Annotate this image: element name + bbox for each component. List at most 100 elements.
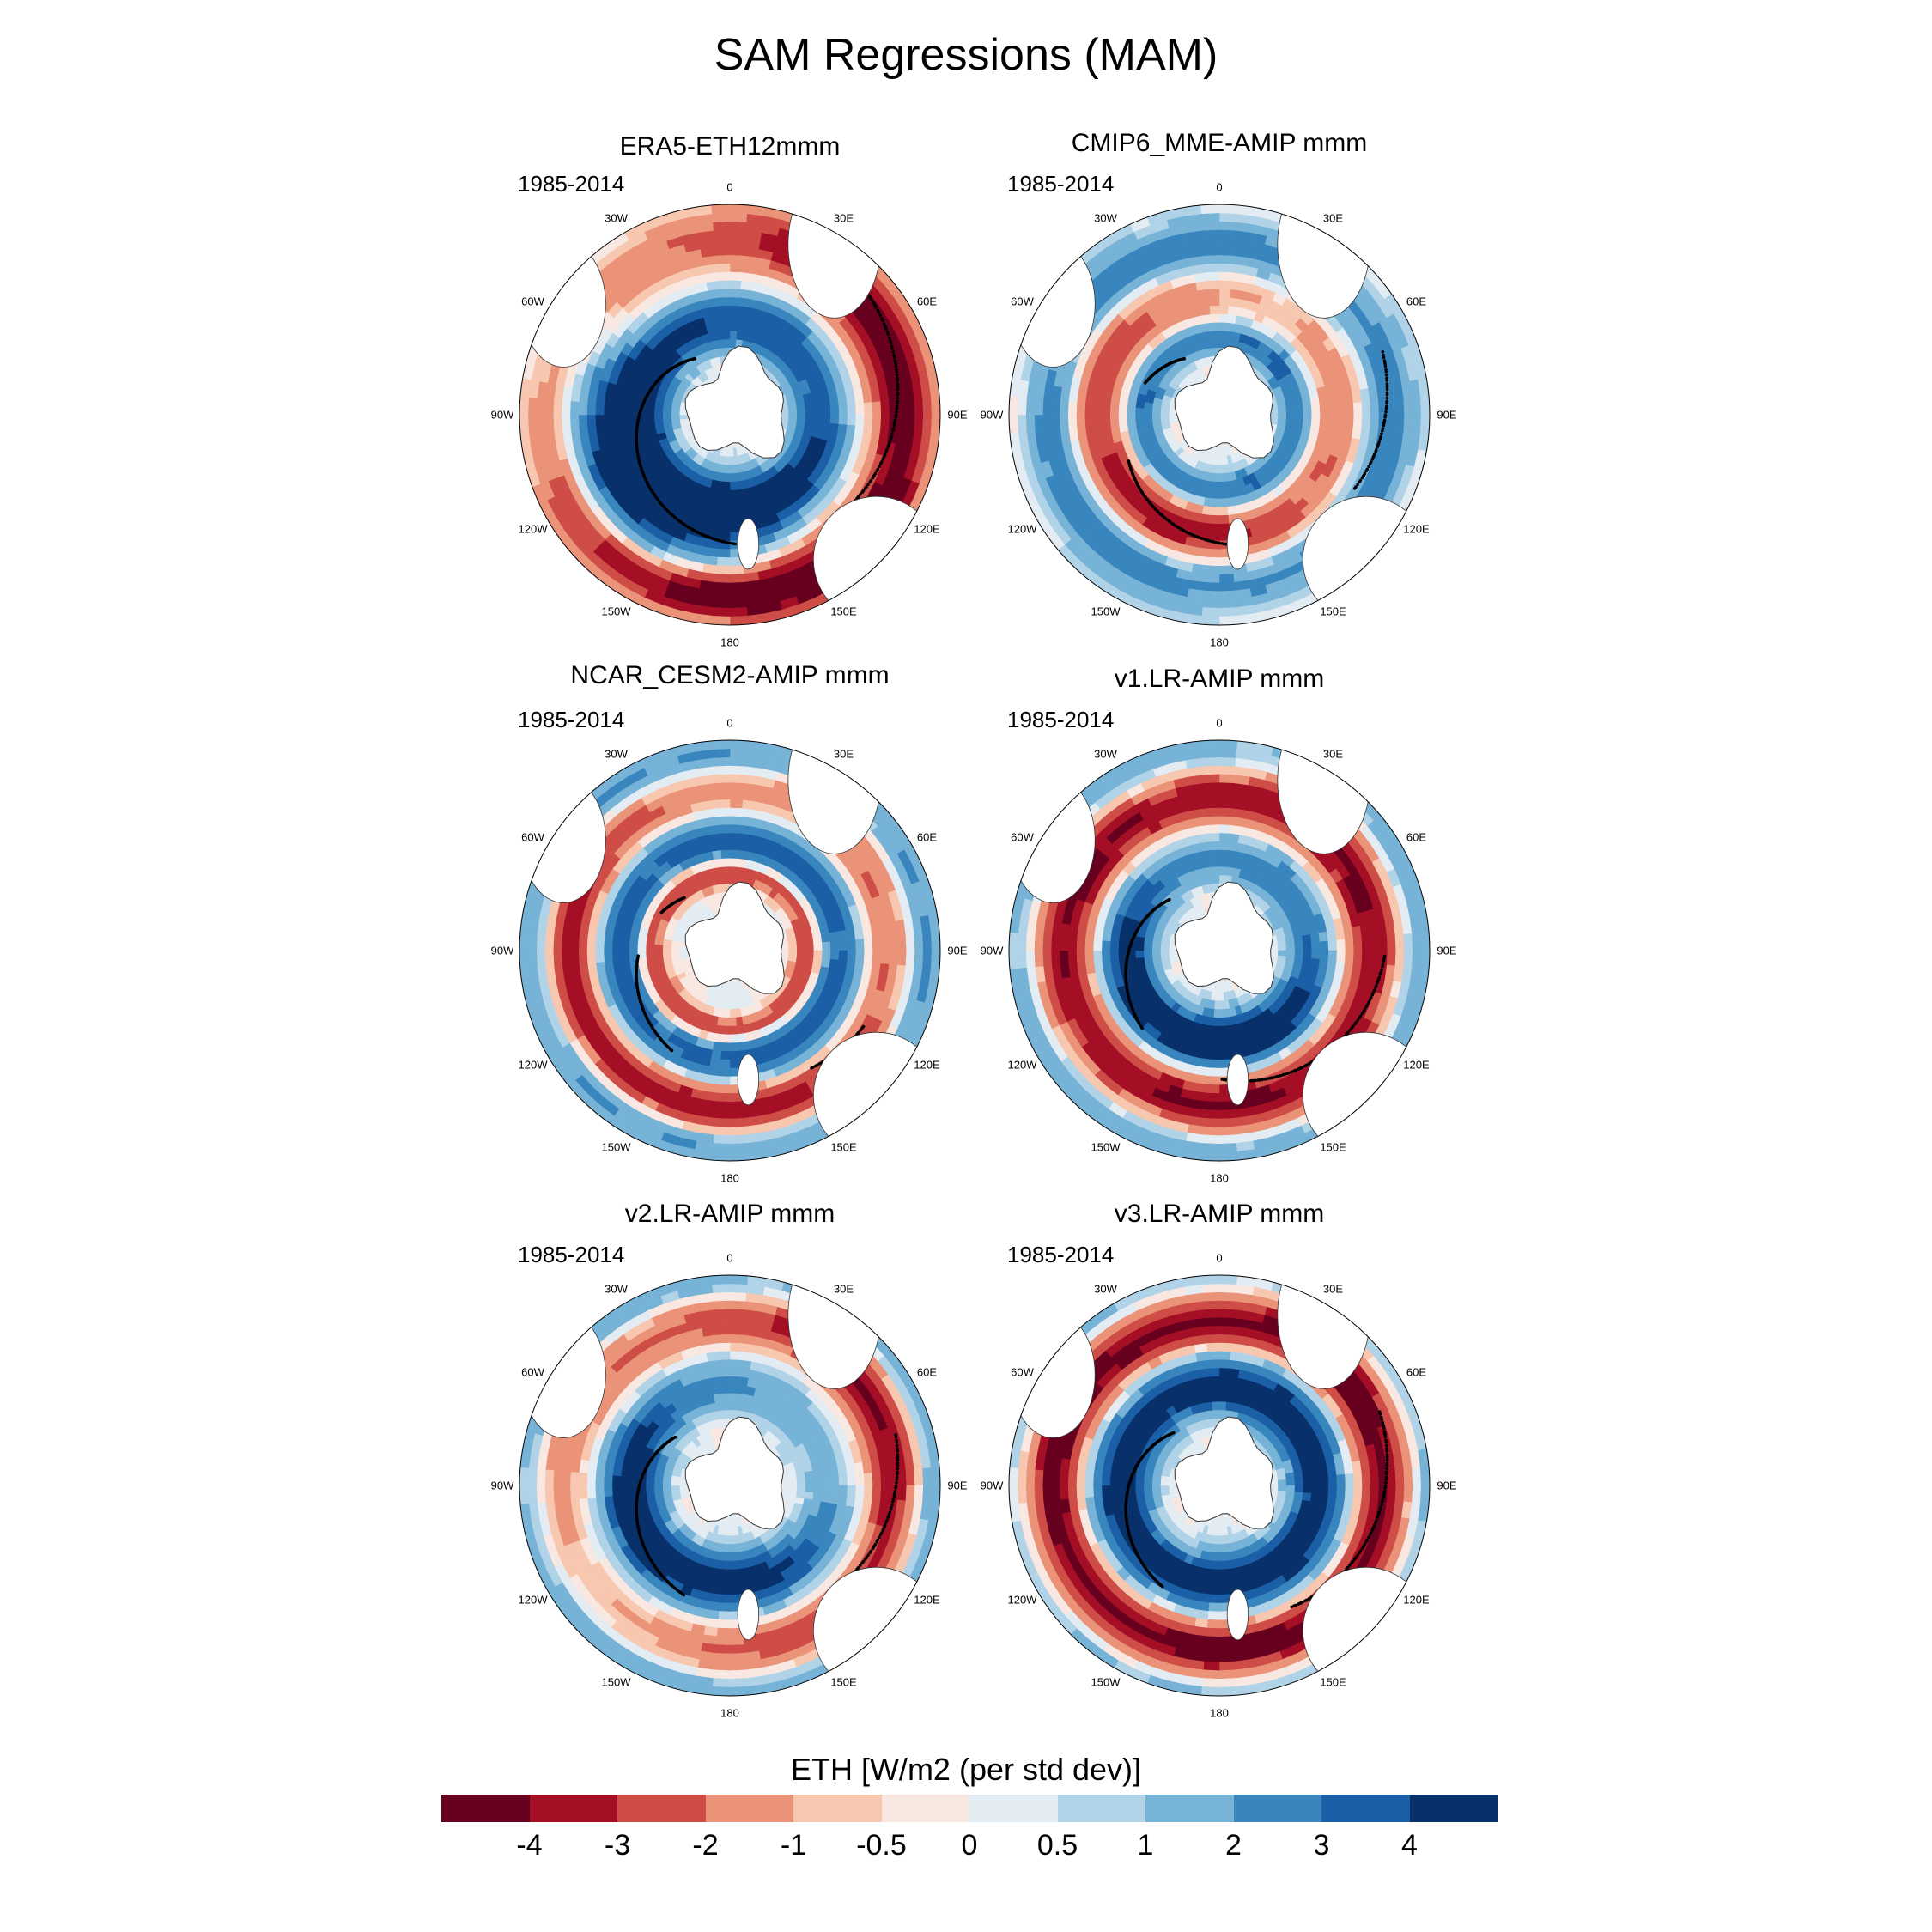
field-cell — [1218, 456, 1224, 466]
field-cell — [722, 874, 731, 884]
field-cell — [717, 548, 731, 558]
longitude-label: 0 — [1216, 180, 1223, 194]
field-cell — [805, 407, 815, 416]
significance-dot — [651, 490, 655, 495]
field-cell — [1135, 421, 1145, 430]
significance-dot — [1382, 418, 1387, 422]
significance-dot — [1383, 413, 1388, 417]
field-cell — [1345, 414, 1355, 428]
field-cell — [1200, 305, 1212, 316]
significance-dot — [687, 526, 691, 530]
panel-title: CMIP6_MME-AMIP mmm — [1071, 129, 1368, 157]
field-cell — [1394, 398, 1405, 416]
significance-dot — [1363, 471, 1367, 476]
field-cell — [845, 424, 856, 437]
field-cell — [863, 402, 873, 416]
significance-dot — [866, 483, 870, 486]
significance-dot — [885, 331, 890, 334]
field-cell — [729, 447, 734, 458]
significance-dot — [895, 368, 898, 372]
field-cell — [1197, 289, 1210, 300]
longitude-label: 0 — [726, 180, 733, 194]
field-cell — [1218, 472, 1226, 483]
field-cell — [552, 414, 563, 431]
field-cell — [729, 574, 745, 584]
significance-dot — [1384, 410, 1388, 414]
field-cell — [829, 395, 840, 407]
landmass — [1302, 495, 1430, 623]
field-cell — [714, 581, 731, 592]
field-cell — [896, 414, 908, 431]
field-cell — [734, 1008, 742, 1018]
field-cell — [1218, 212, 1237, 222]
field-cell — [611, 404, 622, 416]
field-cell — [796, 943, 806, 951]
field-cell — [729, 204, 750, 206]
significance-dot — [674, 516, 677, 520]
significance-dot — [645, 393, 649, 398]
field-cell — [1218, 615, 1238, 625]
significance-dot — [882, 322, 886, 325]
field-cell — [734, 472, 742, 483]
field-cell — [716, 263, 731, 273]
field-cell — [578, 401, 588, 416]
significance-dot — [1385, 396, 1389, 400]
longitude-label: 30W — [605, 211, 628, 224]
significance-dot — [702, 533, 706, 537]
significance-dot — [895, 410, 898, 414]
field-cell — [863, 414, 873, 428]
significance-dot — [876, 467, 880, 471]
significance-dot — [1145, 498, 1150, 502]
significance-dot — [891, 427, 896, 431]
significance-dot — [653, 494, 657, 497]
significance-dot — [890, 344, 894, 349]
significance-dot — [690, 527, 695, 532]
field-cell — [1134, 407, 1145, 416]
field-cell — [1198, 296, 1211, 307]
field-cell — [653, 407, 664, 416]
longitude-label: 60E — [916, 295, 938, 307]
significance-dot — [1382, 353, 1385, 357]
significance-dot — [1383, 362, 1387, 366]
field-cell — [1218, 246, 1235, 256]
field-cell — [620, 414, 630, 425]
field-cell — [1201, 607, 1220, 617]
field-cell — [1151, 414, 1162, 422]
field-cell — [804, 399, 814, 409]
significance-dot — [1382, 359, 1387, 362]
field-cell — [708, 522, 721, 533]
field-cell — [1101, 414, 1111, 426]
field-cell — [1218, 623, 1239, 625]
field-cell — [1206, 338, 1214, 349]
field-cell — [717, 271, 731, 282]
significance-dot — [1138, 486, 1141, 489]
significance-dot — [1385, 376, 1388, 380]
field-cell — [662, 944, 672, 951]
field-cell — [738, 296, 751, 307]
field-cell — [739, 289, 752, 300]
field-cell — [1218, 229, 1236, 240]
field-cell — [787, 944, 798, 951]
field-cell — [713, 229, 731, 240]
field-cell — [1034, 414, 1044, 432]
significance-dot — [1385, 391, 1389, 394]
significance-dot — [656, 379, 659, 382]
field-cell — [729, 263, 744, 273]
significance-dot — [896, 382, 900, 386]
field-cell — [1034, 398, 1044, 416]
field-cell — [1226, 497, 1236, 507]
field-cell — [715, 565, 731, 575]
significance-dot — [880, 317, 884, 320]
significance-dot — [641, 404, 644, 409]
significance-dot — [889, 339, 892, 343]
significance-dot — [1180, 527, 1184, 532]
field-cell — [738, 305, 750, 316]
significance-dot — [868, 295, 872, 299]
significance-dot — [1128, 465, 1132, 468]
landmass — [1226, 518, 1249, 570]
field-cell — [729, 221, 747, 231]
significance-dot — [896, 391, 900, 394]
longitude-label: 150E — [1320, 605, 1346, 618]
field-cell — [645, 407, 655, 416]
field-cell — [1319, 404, 1329, 416]
